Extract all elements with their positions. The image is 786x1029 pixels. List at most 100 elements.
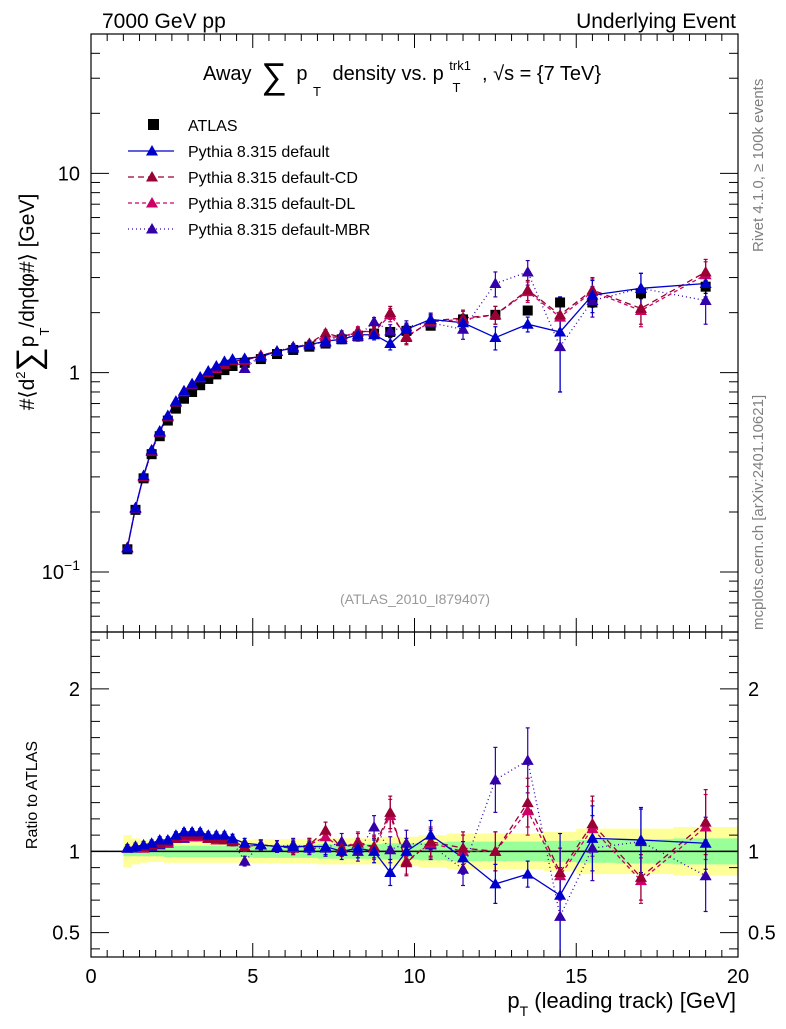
x-tick-label: 20	[727, 966, 749, 988]
legend-label-atlas: ATLAS	[188, 118, 238, 135]
ratio-point-cd	[457, 842, 470, 853]
ratio-point-default	[400, 845, 413, 856]
data-point-default	[271, 345, 284, 356]
analysis-id-label: (ATLAS_2010_I879407)	[340, 591, 490, 607]
ratio-point-default	[169, 829, 182, 840]
data-point-mbr	[699, 294, 712, 306]
data-point-mbr	[489, 277, 502, 289]
ratio-point-mbr	[368, 821, 381, 832]
data-point-default	[238, 352, 251, 363]
ratio-point-cd	[384, 806, 397, 817]
data-point-default	[351, 328, 364, 340]
data-point-default	[287, 341, 300, 353]
y-tick-label: 10−1	[42, 557, 80, 584]
ratio-point-default	[424, 829, 437, 840]
header-beam-label: 7000 GeV pp	[102, 10, 226, 33]
data-point-default	[161, 409, 174, 420]
legend-label-dl: Pythia 8.315 default-DL	[188, 196, 355, 213]
legend: ATLAS Pythia 8.315 default Pythia 8.315 de…	[128, 118, 370, 239]
y-tick-label: 1	[69, 363, 80, 385]
ratio-point-default	[586, 832, 599, 843]
ratio-y-axis-label: Ratio to ATLAS	[24, 741, 41, 849]
ratio-point-default	[287, 840, 300, 851]
ratio-point-default	[153, 834, 166, 845]
ratio-point-default	[210, 829, 223, 840]
data-point-atlas	[179, 393, 190, 404]
data-point-default	[121, 541, 134, 553]
ratio-point-mbr	[586, 842, 599, 853]
ratio-point-default	[521, 868, 534, 879]
ratio-point-cd	[586, 817, 599, 829]
data-point-default	[210, 359, 223, 371]
data-point-cd	[319, 327, 332, 338]
mcplots-label: mcplots.cern.ch [arXiv:2401.10621]	[750, 395, 767, 630]
ratio-point-mbr	[335, 835, 348, 847]
legend-marker-default	[146, 145, 158, 156]
data-point-default	[586, 289, 599, 300]
ratio-point-default	[161, 834, 174, 845]
ratio-point-default	[335, 845, 348, 856]
series-line-mbr	[126, 271, 706, 549]
ratio-plot-frame	[90, 631, 739, 958]
ratio-point-dl	[319, 830, 332, 842]
ratio-point-mbr	[400, 837, 413, 848]
ratio-point-mbr	[384, 843, 397, 855]
data-point-default	[226, 353, 239, 364]
ratio-point-default	[699, 837, 712, 848]
data-point-atlas	[522, 305, 533, 316]
ratio-point-default	[634, 834, 647, 845]
ratio-point-mbr	[699, 869, 712, 881]
series-line-default	[126, 282, 706, 549]
data-point-default	[145, 443, 158, 455]
data-point-default	[186, 377, 199, 389]
series-line-dl	[126, 274, 706, 548]
ratio-point-mbr	[554, 910, 567, 921]
ratio-point-mbr	[489, 773, 502, 785]
data-point-mbr	[586, 294, 599, 306]
ratio-point-default	[319, 840, 332, 851]
x-tick-label: 15	[565, 966, 587, 988]
x-tick-label: 0	[85, 966, 96, 988]
data-point-default	[634, 282, 647, 293]
legend-marker-atlas	[148, 119, 159, 130]
data-point-default	[194, 371, 207, 382]
ratio-point-default	[351, 842, 364, 853]
data-point-default	[254, 350, 267, 362]
ratio-point-dl	[521, 804, 534, 816]
legend-label-mbr: Pythia 8.315 default-MBR	[188, 222, 370, 239]
x-axis-label: pT (leading track) [GeV]	[507, 988, 736, 1019]
data-point-cd	[521, 283, 534, 295]
ratio-point-default	[384, 866, 397, 877]
data-point-default	[202, 364, 215, 376]
data-point-default	[424, 313, 437, 324]
ratio-point-mbr	[457, 863, 470, 874]
data-point-default	[699, 277, 712, 289]
legend-label-cd: Pythia 8.315 default-CD	[188, 170, 358, 187]
data-point-default	[178, 384, 191, 396]
data-point-default	[153, 424, 166, 436]
ratio-y-tick-label: 2	[69, 679, 80, 701]
data-point-default	[400, 323, 413, 334]
ratio-point-mbr	[521, 754, 534, 765]
ratio-y-tick-label-right: 0.5	[748, 923, 776, 945]
ratio-point-default	[194, 825, 207, 837]
main-plot-panel: 10−1 1 10 ATLAS Pythia 8.315 default Pythia …	[42, 33, 739, 633]
data-point-mbr	[521, 265, 534, 277]
ratio-point-cd	[634, 871, 647, 882]
data-point-default	[521, 318, 534, 329]
data-point-cd	[634, 302, 647, 313]
ratio-point-mbr	[238, 855, 251, 866]
ratio-point-default	[202, 829, 215, 840]
data-point-atlas	[211, 369, 222, 380]
data-point-default	[129, 501, 142, 513]
data-point-cd	[489, 308, 502, 320]
ratio-point-default	[186, 825, 199, 837]
legend-label-default: Pythia 8.315 default	[188, 144, 330, 161]
ratio-y-tick-label: 1	[69, 841, 80, 863]
legend-marker-dl	[146, 197, 158, 208]
ratio-y-tick-label: 0.5	[52, 923, 80, 945]
data-point-cd	[699, 265, 712, 277]
data-point-default	[137, 469, 150, 480]
legend-marker-cd	[146, 171, 158, 182]
ratio-point-default	[457, 851, 470, 863]
